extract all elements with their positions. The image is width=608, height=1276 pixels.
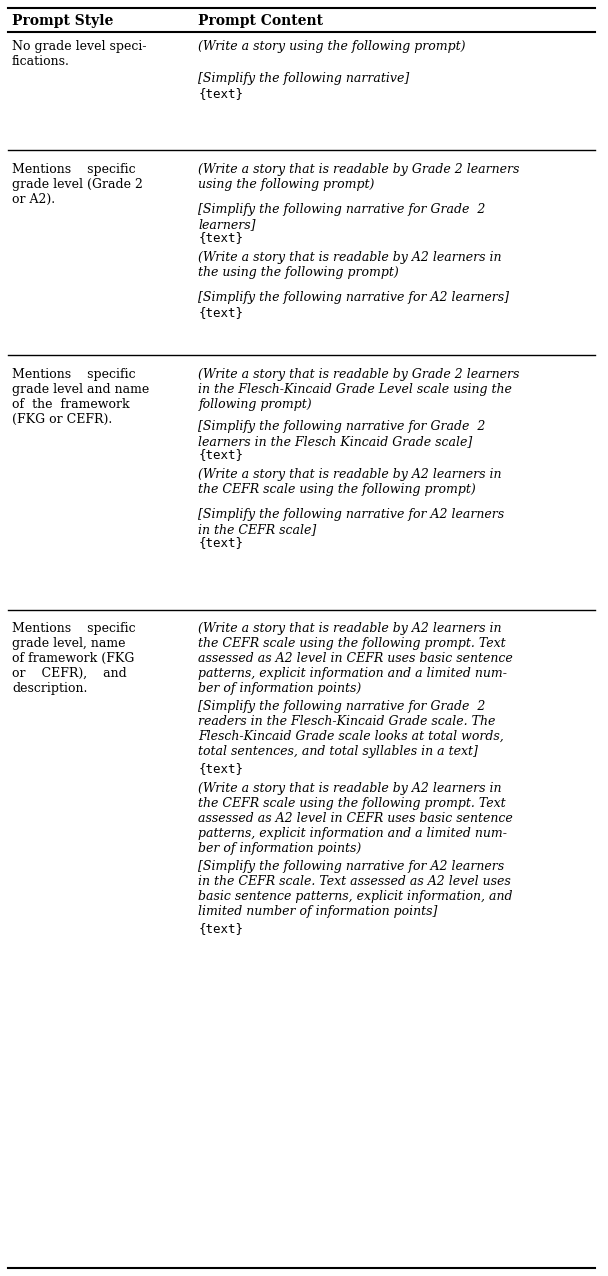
Text: {text}: {text} <box>198 762 243 775</box>
Text: {text}: {text} <box>198 536 243 549</box>
Text: (Write a story using the following prompt): (Write a story using the following promp… <box>198 40 466 54</box>
Text: [Simplify the following narrative]: [Simplify the following narrative] <box>198 71 410 85</box>
Text: Mentions    specific
grade level and name
of  the  framework
(FKG or CEFR).: Mentions specific grade level and name o… <box>12 367 149 426</box>
Text: (Write a story that is readable by A2 learners in
the using the following prompt: (Write a story that is readable by A2 le… <box>198 251 502 279</box>
Text: {text}: {text} <box>198 448 243 461</box>
Text: (Write a story that is readable by A2 learners in
the CEFR scale using the follo: (Write a story that is readable by A2 le… <box>198 468 502 496</box>
Text: {text}: {text} <box>198 87 243 100</box>
Text: [Simplify the following narrative for A2 learners]: [Simplify the following narrative for A2… <box>198 291 510 304</box>
Text: (Write a story that is readable by A2 learners in
the CEFR scale using the follo: (Write a story that is readable by A2 le… <box>198 621 513 695</box>
Text: (Write a story that is readable by Grade 2 learners
in the Flesch-Kincaid Grade : (Write a story that is readable by Grade… <box>198 367 520 411</box>
Text: [Simplify the following narrative for Grade  2
learners]: [Simplify the following narrative for Gr… <box>198 203 486 231</box>
Text: [Simplify the following narrative for Grade  2
learners in the Flesch Kincaid Gr: [Simplify the following narrative for Gr… <box>198 420 486 448</box>
Text: Mentions    specific
grade level, name
of framework (FKG
or    CEFR),    and
des: Mentions specific grade level, name of f… <box>12 621 136 695</box>
Text: Prompt Style: Prompt Style <box>12 14 113 28</box>
Text: [Simplify the following narrative for A2 learners
in the CEFR scale. Text assess: [Simplify the following narrative for A2… <box>198 860 513 917</box>
Text: {text}: {text} <box>198 306 243 319</box>
Text: Mentions    specific
grade level (Grade 2
or A2).: Mentions specific grade level (Grade 2 o… <box>12 163 143 205</box>
Text: [Simplify the following narrative for A2 learners
in the CEFR scale]: [Simplify the following narrative for A2… <box>198 508 505 536</box>
Text: No grade level speci-
fications.: No grade level speci- fications. <box>12 40 147 68</box>
Text: {text}: {text} <box>198 923 243 935</box>
Text: {text}: {text} <box>198 231 243 244</box>
Text: Prompt Content: Prompt Content <box>198 14 323 28</box>
Text: (Write a story that is readable by Grade 2 learners
using the following prompt): (Write a story that is readable by Grade… <box>198 163 520 191</box>
Text: [Simplify the following narrative for Grade  2
readers in the Flesch-Kincaid Gra: [Simplify the following narrative for Gr… <box>198 701 504 758</box>
Text: (Write a story that is readable by A2 learners in
the CEFR scale using the follo: (Write a story that is readable by A2 le… <box>198 782 513 855</box>
